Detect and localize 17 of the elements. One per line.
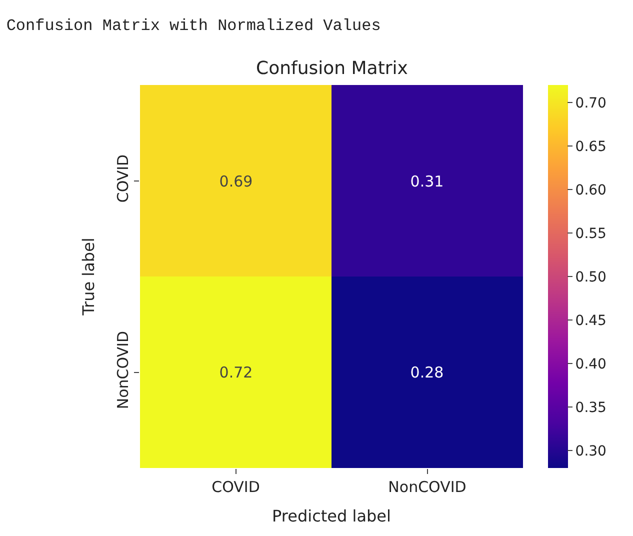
color-bar-label: 0.45 <box>575 312 606 329</box>
color-bar-label: 0.70 <box>575 95 606 112</box>
chart-title: Confusion Matrix with Normalized Values <box>6 16 381 35</box>
color-bar-label: 0.50 <box>575 269 606 286</box>
color-bar-label: 0.30 <box>575 443 606 460</box>
data-label: 0.72 <box>219 363 253 382</box>
data-label: 0.28 <box>410 363 444 382</box>
color-bar-label: 0.40 <box>575 356 606 372</box>
data-label: 0.69 <box>219 172 253 190</box>
y-axis-title: True label <box>78 238 98 316</box>
data-label: 0.31 <box>410 172 444 190</box>
color-bar-label: 0.55 <box>575 226 606 242</box>
color-bar-label: 0.65 <box>575 138 606 155</box>
color-bar-label: 0.60 <box>575 182 606 198</box>
x-axis-title: Predicted label <box>272 506 391 526</box>
chart-subtitle: Confusion Matrix <box>256 58 408 79</box>
color-bar-label: 0.35 <box>575 400 606 416</box>
